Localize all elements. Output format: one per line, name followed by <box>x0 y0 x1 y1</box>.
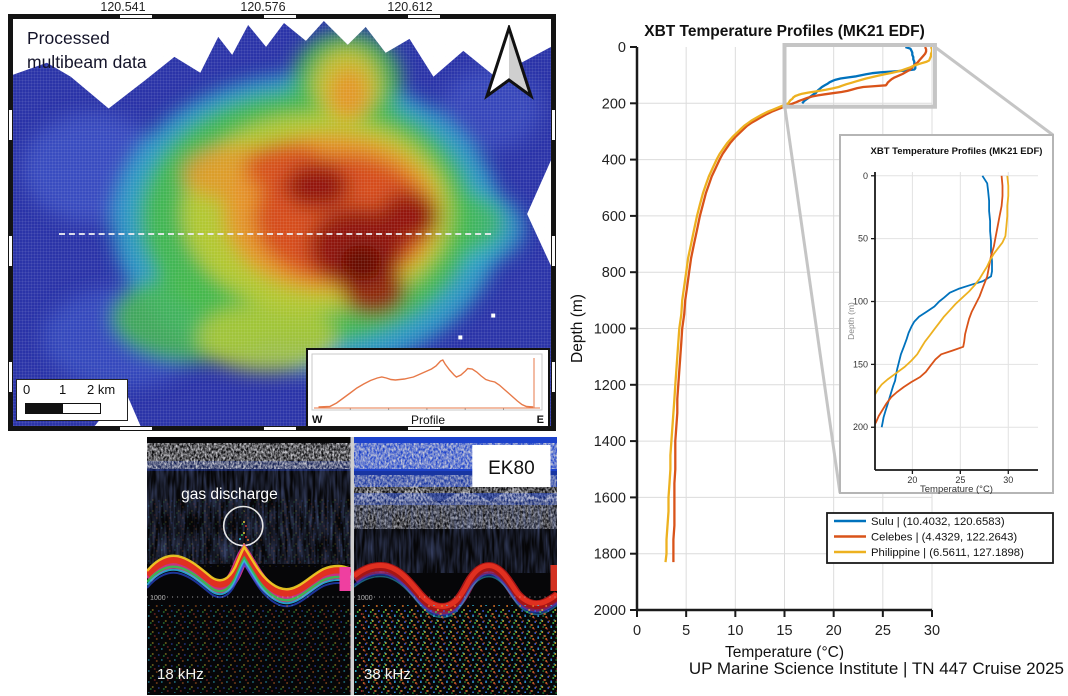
inset-series-line-sulu <box>880 175 993 428</box>
map-title-line2: multibeam data <box>27 51 147 72</box>
inset-y-tick-label: 150 <box>853 359 868 369</box>
map-frame-bottom <box>8 426 556 431</box>
inset-series-line-celebes <box>875 175 1004 426</box>
y-tick-label: 0 <box>618 40 626 56</box>
x-tick-label: 0 <box>633 623 641 639</box>
multibeam-map: Processed multibeam data 0 1 2 km W Prof… <box>13 19 551 426</box>
x-tick-label: 10 <box>727 623 743 639</box>
y-tick-label: 800 <box>602 265 626 281</box>
edge-echo-blob <box>549 565 557 591</box>
figure-caption: UP Marine Science Institute | TN 447 Cru… <box>688 659 1064 678</box>
lon-tick-label: 120.576 <box>240 0 286 14</box>
depth-1000m-label: 1000 <box>150 595 166 602</box>
scalebar-tick: 2 km <box>87 382 116 397</box>
inset-x-tick-label: 20 <box>907 475 917 485</box>
inset-x-tick-label: 30 <box>1003 475 1013 485</box>
gas-discharge-label: gas discharge <box>181 486 278 503</box>
y-tick-label: 1400 <box>594 434 626 450</box>
profile-west-label: W <box>312 414 323 426</box>
inset-y-axis-label: Depth (m) <box>846 302 856 340</box>
map-frame-right <box>551 14 556 431</box>
depth-1000m-label: 1000 <box>357 595 373 602</box>
terrain-profile-plot <box>311 353 543 411</box>
y-tick-label: 1800 <box>594 547 626 563</box>
inset-y-tick-label: 50 <box>858 234 868 244</box>
bathymetry-heatmap <box>13 20 551 426</box>
ek80-title: EK80 <box>488 458 535 479</box>
map-scalebar: 0 1 2 km <box>16 379 128 421</box>
map-frame-left <box>8 14 13 431</box>
main-series <box>664 47 932 563</box>
x-tick-label: 15 <box>776 623 792 639</box>
inset-chart: 0 50 100 150 200 20 25 30 XBT Temperature Profil… <box>839 134 1054 495</box>
inset-y-tick-label: 200 <box>853 422 868 432</box>
zoom-connector-line <box>934 45 1054 137</box>
profile-transect-line <box>59 233 491 235</box>
profile-axis-labels: W Profile E <box>308 412 548 426</box>
gas-discharge-circle <box>222 505 264 547</box>
surface-noise-band <box>147 443 351 469</box>
xbt-chart-panel: 0 200 400 600 800 1000 1200 1400 1600 1800 2000 0 5 1… <box>560 0 1068 661</box>
no-data-speck <box>491 313 496 318</box>
map-title-label: Processed multibeam data <box>27 27 147 74</box>
lon-tick-label: 120.612 <box>387 0 433 14</box>
chart-title: XBT Temperature Profiles (MK21 EDF) <box>644 23 925 40</box>
x-tick-label: 30 <box>924 623 940 639</box>
y-tick-label: 600 <box>602 209 626 225</box>
no-data-speck <box>458 335 463 340</box>
inset-title: XBT Temperature Profiles (MK21 EDF) <box>871 146 1043 157</box>
y-tick-label: 400 <box>602 153 626 169</box>
x-axis-label: Temperature (°C) <box>725 644 844 660</box>
inset-y-tick-label: 0 <box>863 171 868 181</box>
chart-legend: Sulu | (10.4032, 120.6583) Celebes | (4.4… <box>826 512 1054 564</box>
legend-entry-label: Celebes | (4.4329, 122.2643) <box>871 532 1017 544</box>
x-tick-label: 20 <box>826 623 842 639</box>
inset-series-line-philippine <box>875 175 1010 398</box>
echogram-18khz: 1000 gas discharge 18 kHz <box>147 437 351 695</box>
profile-east-label: E <box>536 414 544 426</box>
profile-xlabel: Profile <box>410 413 445 426</box>
bathymetry-color-blobs <box>22 30 542 388</box>
subsurface-speckle <box>147 605 351 693</box>
ek80-label-box <box>471 445 550 487</box>
y-axis-label: Depth (m) <box>569 294 586 363</box>
map-title-line1: Processed <box>27 28 110 48</box>
bathymetry-profile-inset: W Profile E <box>306 348 550 426</box>
north-arrow-icon <box>484 25 534 100</box>
echogram-38khz: 1000 EK80 38 kHz <box>353 437 557 695</box>
inset-x-axis-label: Temperature (°C) <box>920 484 993 495</box>
terrain-profile-line <box>318 359 534 408</box>
edge-echo-blob <box>339 567 351 591</box>
inset-y-tick-label: 100 <box>853 297 868 307</box>
scalebar-bar <box>25 403 101 414</box>
ek80-echogram-block: 1000 gas discharge 18 kHz 1000 E <box>147 437 557 695</box>
scalebar-tick: 1 <box>59 382 67 397</box>
y-tick-label: 1200 <box>594 378 626 394</box>
y-tick-label: 200 <box>602 96 626 112</box>
scalebar-tick: 0 <box>23 382 31 397</box>
series-line-sulu <box>801 47 917 105</box>
lon-tick-label: 120.541 <box>100 0 146 14</box>
gas-plume <box>237 511 252 549</box>
multibeam-map-panel: Processed multibeam data 0 1 2 km W Prof… <box>8 14 556 431</box>
map-frame-top <box>8 14 556 19</box>
x-tick-label: 25 <box>875 623 891 639</box>
y-tick-label: 1000 <box>594 322 626 338</box>
x-tick-label: 5 <box>682 623 690 639</box>
inset-x-tick-label: 25 <box>955 475 965 485</box>
series-line-philippine <box>664 47 932 563</box>
y-tick-label: 2000 <box>594 603 626 619</box>
frequency-label-18khz: 18 kHz <box>157 666 204 683</box>
zoom-region-box <box>782 43 937 109</box>
y-tick-label: 1600 <box>594 490 626 506</box>
legend-entry-label: Sulu | (10.4032, 120.6583) <box>871 516 1005 528</box>
zoom-connector-line <box>783 104 842 494</box>
legend-entry-label: Philippine | (6.5611, 127.1898) <box>871 547 1024 559</box>
frequency-label-38khz: 38 kHz <box>364 666 411 683</box>
series-line-celebes <box>672 47 928 563</box>
